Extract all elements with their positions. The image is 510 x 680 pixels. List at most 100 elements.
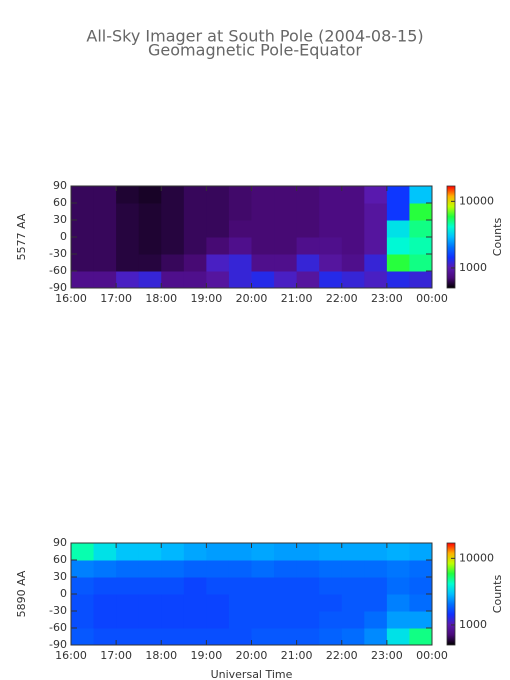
heatmap-cell [274,543,298,561]
heatmap-cell [71,628,95,646]
y-tick-label: 30 [53,213,67,226]
heatmap-cell [364,611,388,629]
heatmap-cell [341,594,365,612]
heatmap-cell [138,611,162,629]
colorbar-tick-label: 1000 [459,618,487,631]
heatmap-cell [71,560,95,578]
heatmap-cell [93,543,117,561]
heatmap-cell [409,220,433,238]
heatmap-cell [274,186,298,204]
heatmap-cell [228,594,252,612]
heatmap-cell [274,254,298,272]
heatmap-cell [183,628,207,646]
heatmap-cell [251,543,275,561]
heatmap-cell [296,560,320,578]
heatmap-cell [116,237,140,255]
heatmap-cell [116,271,140,289]
heatmap-cell [386,237,410,255]
x-tick-label: 17:00 [100,649,132,662]
heatmap-cell [364,271,388,289]
heatmap-cell [93,254,117,272]
x-tick-label: 20:00 [236,292,268,305]
chart-subtitle: Geomagnetic Pole-Equator [148,41,362,60]
heatmap-cell [206,628,230,646]
heatmap-cell [319,203,343,221]
heatmap-cell [341,543,365,561]
heatmap-cell [409,628,433,646]
colorbar-label: Counts [491,575,504,614]
heatmap-cell [274,220,298,238]
heatmap-cell [386,186,410,204]
heatmap-cell [183,577,207,595]
heatmap-cell [116,203,140,221]
y-tick-label: 0 [60,230,67,243]
y-tick-label: -90 [49,638,67,651]
heatmap-cell [341,203,365,221]
y-tick-label: -60 [49,621,67,634]
heatmap-cell [161,220,185,238]
heatmap-cell [228,271,252,289]
heatmap-cell [409,203,433,221]
heatmap-cell [274,271,298,289]
heatmap-cell [71,220,95,238]
heatmap-cell [183,254,207,272]
heatmap-cell [138,560,162,578]
heatmap-cell [206,186,230,204]
heatmap-cell [251,271,275,289]
heatmap-cell [274,628,298,646]
y-tick-label: -30 [49,247,67,260]
x-tick-label: 18:00 [145,649,177,662]
heatmap-cell [319,560,343,578]
y-tick-label: 60 [53,196,67,209]
heatmap-cell [206,577,230,595]
heatmap-cell [386,560,410,578]
heatmap-cell [138,237,162,255]
colorbar-label: Counts [491,218,504,257]
heatmap-cell [251,594,275,612]
heatmap-cell [93,560,117,578]
x-tick-label: 22:00 [326,649,358,662]
heatmap-cell [138,254,162,272]
y-axis-label: 5890 AA [15,570,28,617]
heatmap-cell [228,560,252,578]
heatmap-cell [138,543,162,561]
heatmap-cell [296,237,320,255]
heatmap-cell [409,543,433,561]
heatmap-cell [386,577,410,595]
heatmap-cell [71,186,95,204]
heatmap-cell [228,220,252,238]
heatmap-cell [296,186,320,204]
heatmap-cell [251,560,275,578]
heatmap-cell [116,543,140,561]
heatmap-cell [251,186,275,204]
heatmap-cell [93,611,117,629]
heatmap-cell [93,203,117,221]
heatmap-cell [71,577,95,595]
heatmap-cell [409,186,433,204]
heatmap-cell [71,237,95,255]
heatmap-cell [341,628,365,646]
heatmap-cell [341,254,365,272]
x-tick-label: 21:00 [281,292,313,305]
heatmap-cell [319,237,343,255]
heatmap-cell [228,543,252,561]
heatmap-cell [161,594,185,612]
heatmap-cell [228,577,252,595]
x-tick-label: 23:00 [371,649,403,662]
heatmap-cell [274,237,298,255]
heatmap-cell [183,271,207,289]
heatmap-cell [161,186,185,204]
heatmap-cell [138,628,162,646]
heatmap-cell [138,577,162,595]
x-tick-label: 19:00 [191,649,223,662]
heatmap-cell [364,594,388,612]
heatmap-cell [319,611,343,629]
heatmap-cell [274,594,298,612]
heatmap-cell [319,254,343,272]
heatmap-cell [296,543,320,561]
heatmap-cell [251,237,275,255]
heatmap-cell [319,186,343,204]
heatmap-cell [228,237,252,255]
heatmap-cell [138,186,162,204]
heatmap-cell [274,611,298,629]
